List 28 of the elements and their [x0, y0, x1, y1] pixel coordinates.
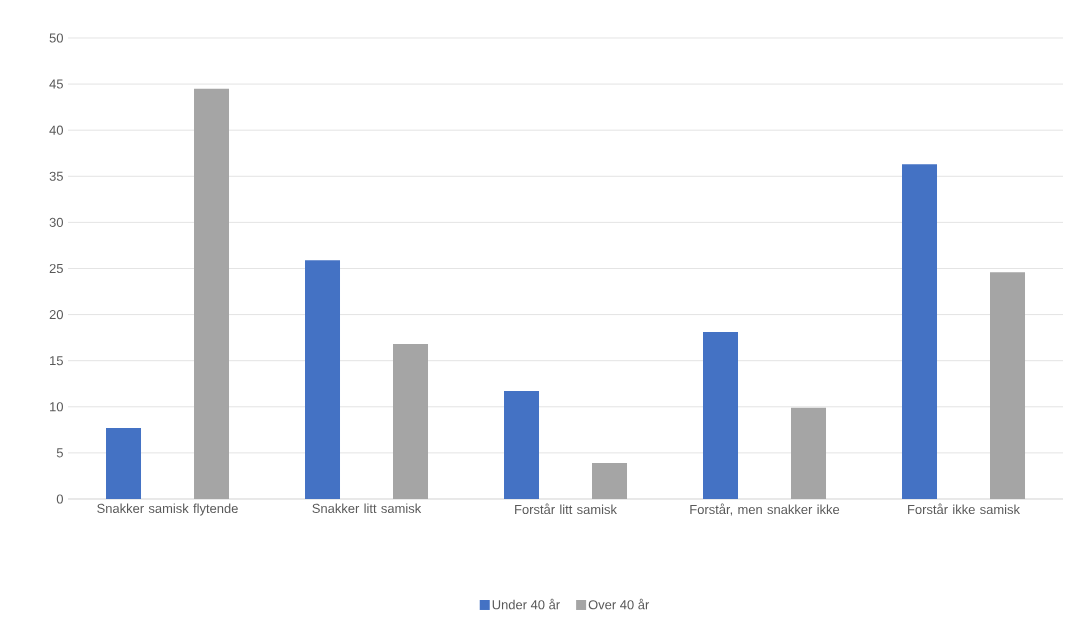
- y-tick-label: 30: [49, 217, 63, 227]
- bar: [703, 332, 739, 499]
- y-tick-label: 10: [50, 402, 63, 412]
- x-tick-label: Snakker samisk flytende: [97, 503, 238, 516]
- x-tick-label: Forstår litt samisk: [515, 503, 617, 515]
- bar: [393, 344, 429, 499]
- y-tick-label: 20: [49, 310, 63, 320]
- bar: [106, 427, 142, 499]
- y-tick-label: 45: [49, 79, 63, 89]
- legend-label: Over 40 år: [588, 598, 650, 610]
- y-tick-label: 5: [56, 448, 63, 458]
- y-tick-label: 35: [49, 171, 63, 181]
- y-tick-label: 50: [49, 33, 63, 43]
- y-tick-label: 25: [49, 263, 63, 274]
- bar: [791, 407, 827, 499]
- bar: [592, 463, 628, 499]
- bar: [305, 260, 341, 499]
- bar: [194, 88, 230, 499]
- y-tick-label: 0: [56, 494, 63, 504]
- y-tick-label: 40: [49, 125, 63, 135]
- x-tick-label: Forstår, men snakker ikke: [690, 503, 840, 516]
- legend-label: Under 40 år: [492, 598, 560, 610]
- x-tick-label: Forstår ikke samisk: [908, 503, 1020, 515]
- bar: [902, 164, 938, 499]
- bar: [504, 391, 540, 499]
- x-tick-label: Snakker litt samisk: [312, 503, 422, 514]
- y-tick-label: 15: [50, 356, 63, 366]
- bar: [990, 272, 1026, 499]
